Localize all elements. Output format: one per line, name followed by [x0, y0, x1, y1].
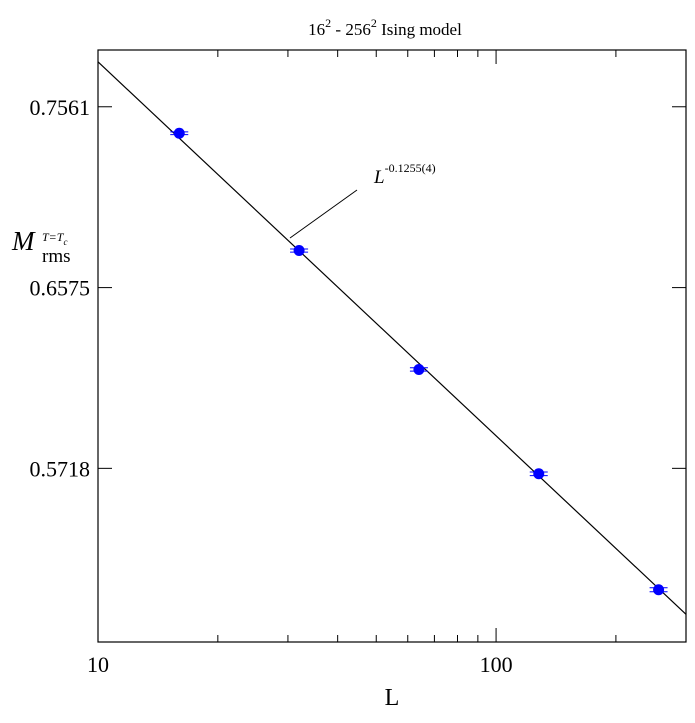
annotation-fit-base: L [373, 167, 385, 188]
y-tick-label: 0.7561 [30, 95, 91, 120]
data-point [293, 245, 305, 257]
plot-area [97, 49, 687, 643]
y-axis-label: M [11, 226, 36, 256]
chart-title-mid: - 256 [331, 20, 371, 39]
y-axis-label-superscript: T=Tc [42, 230, 67, 247]
chart-title-rest: Ising model [377, 20, 462, 39]
annotation-fit-label: L-0.1255(4) [373, 161, 436, 188]
y-axis-label-main: M [11, 226, 36, 256]
fit-layer [97, 61, 687, 615]
data-point [533, 468, 545, 480]
chart-title-base1: 16 [308, 20, 325, 39]
chart-title: 162 - 2562 Ising model [308, 16, 462, 39]
y-axis-label-superscript-sub: c [63, 237, 67, 247]
x-axis-label: L [385, 685, 400, 711]
y-tick-label: 0.5718 [30, 456, 91, 481]
x-tick-label: 10 [87, 652, 109, 677]
annotation-leader-line [289, 189, 358, 239]
x-tick-label: 100 [480, 652, 513, 677]
data-point [653, 584, 665, 596]
y-tick-label: 0.6575 [30, 276, 91, 301]
data-point [413, 363, 425, 375]
data-points [170, 127, 668, 596]
annotation-fit-exponent: -0.1255(4) [385, 161, 436, 175]
fit-line [97, 61, 687, 615]
y-axis-label-subscript: rms [42, 246, 71, 267]
chart-title-exp1: 2 [325, 16, 331, 30]
data-point [173, 127, 185, 139]
x-axis-ticks: 10 100 [87, 50, 687, 677]
chart-title-exp2: 2 [371, 16, 377, 30]
y-axis-ticks: 0.7561 0.6575 0.5718 [30, 95, 686, 481]
